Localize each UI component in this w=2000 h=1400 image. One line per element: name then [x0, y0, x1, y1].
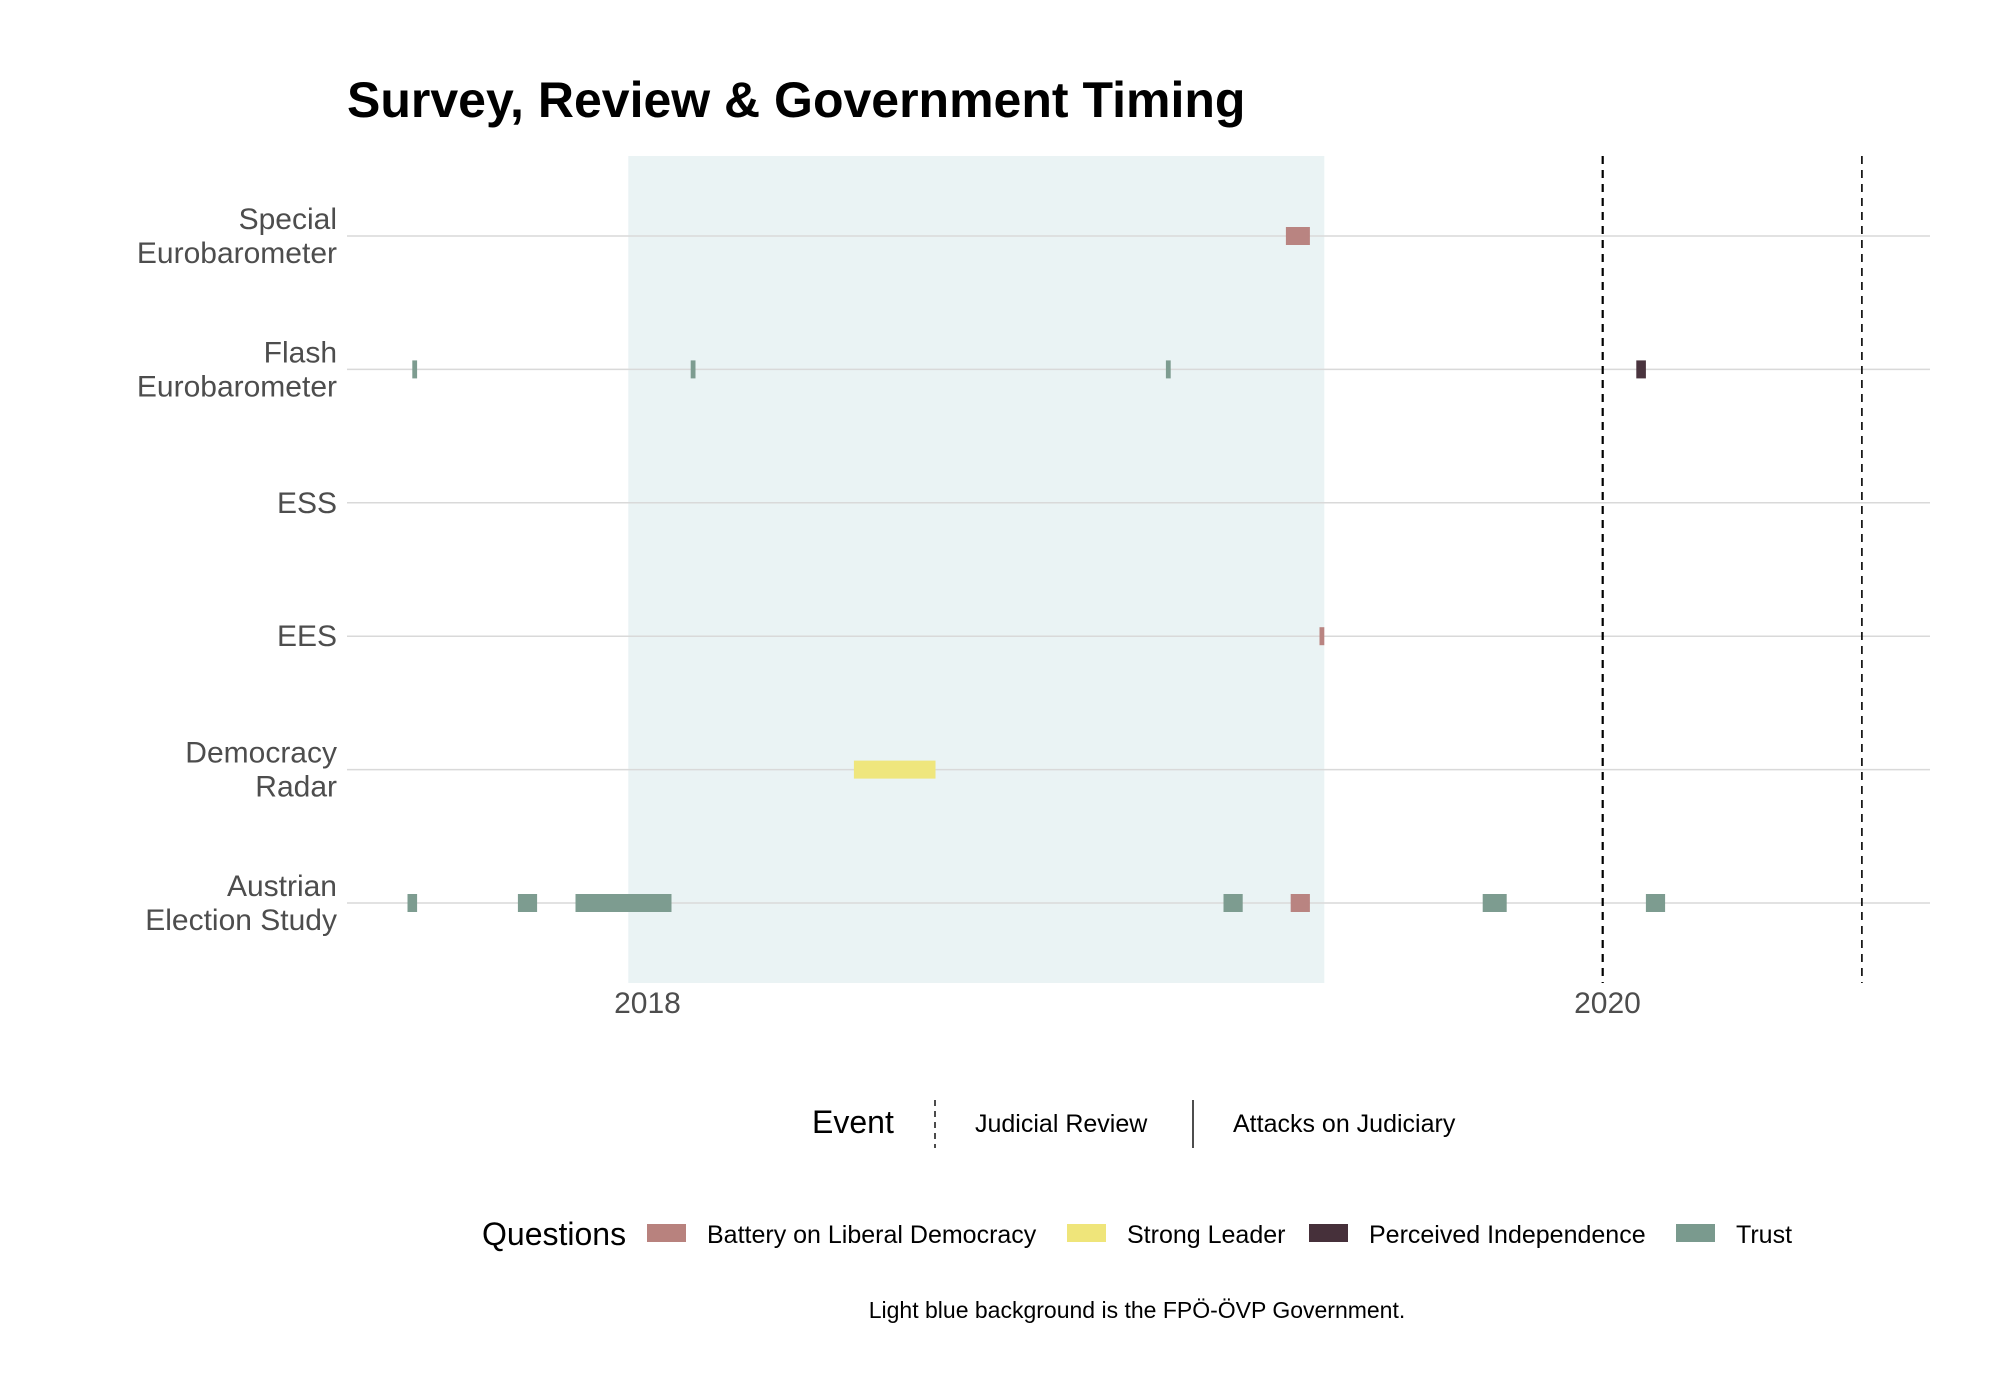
row-label: Flash	[264, 336, 337, 369]
survey-bar	[575, 894, 672, 912]
x-axis-ticks: 201820202022	[614, 987, 1641, 1020]
chart-caption: Light blue background is the FPÖ-ÖVP Gov…	[869, 1297, 1406, 1323]
survey-bar	[1165, 360, 1171, 379]
questions-legend-key	[1676, 1224, 1715, 1242]
x-tick-label: 2018	[614, 987, 681, 1020]
government-period-shade	[628, 156, 1325, 983]
event-lines-group	[1601, 156, 1863, 983]
questions-legend-key	[1309, 1224, 1348, 1242]
survey-bar	[1290, 894, 1310, 912]
survey-bar	[853, 760, 936, 779]
x-tick-label: 2020	[1574, 987, 1641, 1020]
questions-legend-key	[1067, 1224, 1106, 1242]
event-legend-label: Attacks on Judiciary	[1233, 1110, 1456, 1138]
row-label: ESS	[277, 487, 337, 520]
row-label: EES	[277, 620, 337, 653]
row-label: Eurobarometer	[137, 370, 337, 403]
survey-bar	[1645, 894, 1666, 912]
survey-bar	[1636, 360, 1646, 379]
row-label: Democracy	[185, 737, 337, 770]
survey-bars-group	[407, 227, 1666, 912]
event-legend-label: Judicial Review	[975, 1110, 1148, 1138]
questions-legend-title: Questions	[482, 1216, 626, 1252]
y-axis-labels: SpecialEurobarometerFlashEurobarometerES…	[137, 203, 337, 937]
questions-legend-label: Trust	[1736, 1221, 1792, 1249]
event-legend: Event Judicial Review Attacks on Judiciary	[812, 1100, 1456, 1148]
survey-bar	[1285, 227, 1310, 245]
questions-legend-label: Battery on Liberal Democracy	[707, 1221, 1037, 1249]
survey-bar	[1482, 894, 1507, 912]
row-label: Radar	[255, 771, 337, 804]
survey-bar	[690, 360, 696, 379]
questions-legend-key	[647, 1224, 686, 1242]
row-label: Special	[239, 203, 337, 236]
row-label: Austrian	[227, 870, 337, 903]
questions-legend-label: Strong Leader	[1127, 1221, 1285, 1249]
chart-title: Survey, Review & Government Timing	[347, 72, 1245, 128]
government-period-group	[628, 156, 1325, 983]
questions-legend-label: Perceived Independence	[1369, 1221, 1646, 1249]
survey-bar	[517, 894, 538, 912]
survey-bar	[1319, 627, 1325, 646]
row-label: Eurobarometer	[137, 237, 337, 270]
event-legend-title: Event	[812, 1104, 894, 1140]
survey-bar	[412, 360, 418, 379]
survey-bar	[1223, 894, 1243, 912]
row-label: Election Study	[145, 904, 337, 937]
survey-bar	[407, 894, 418, 912]
questions-legend: Questions Battery on Liberal Democracy Str…	[482, 1216, 1792, 1252]
